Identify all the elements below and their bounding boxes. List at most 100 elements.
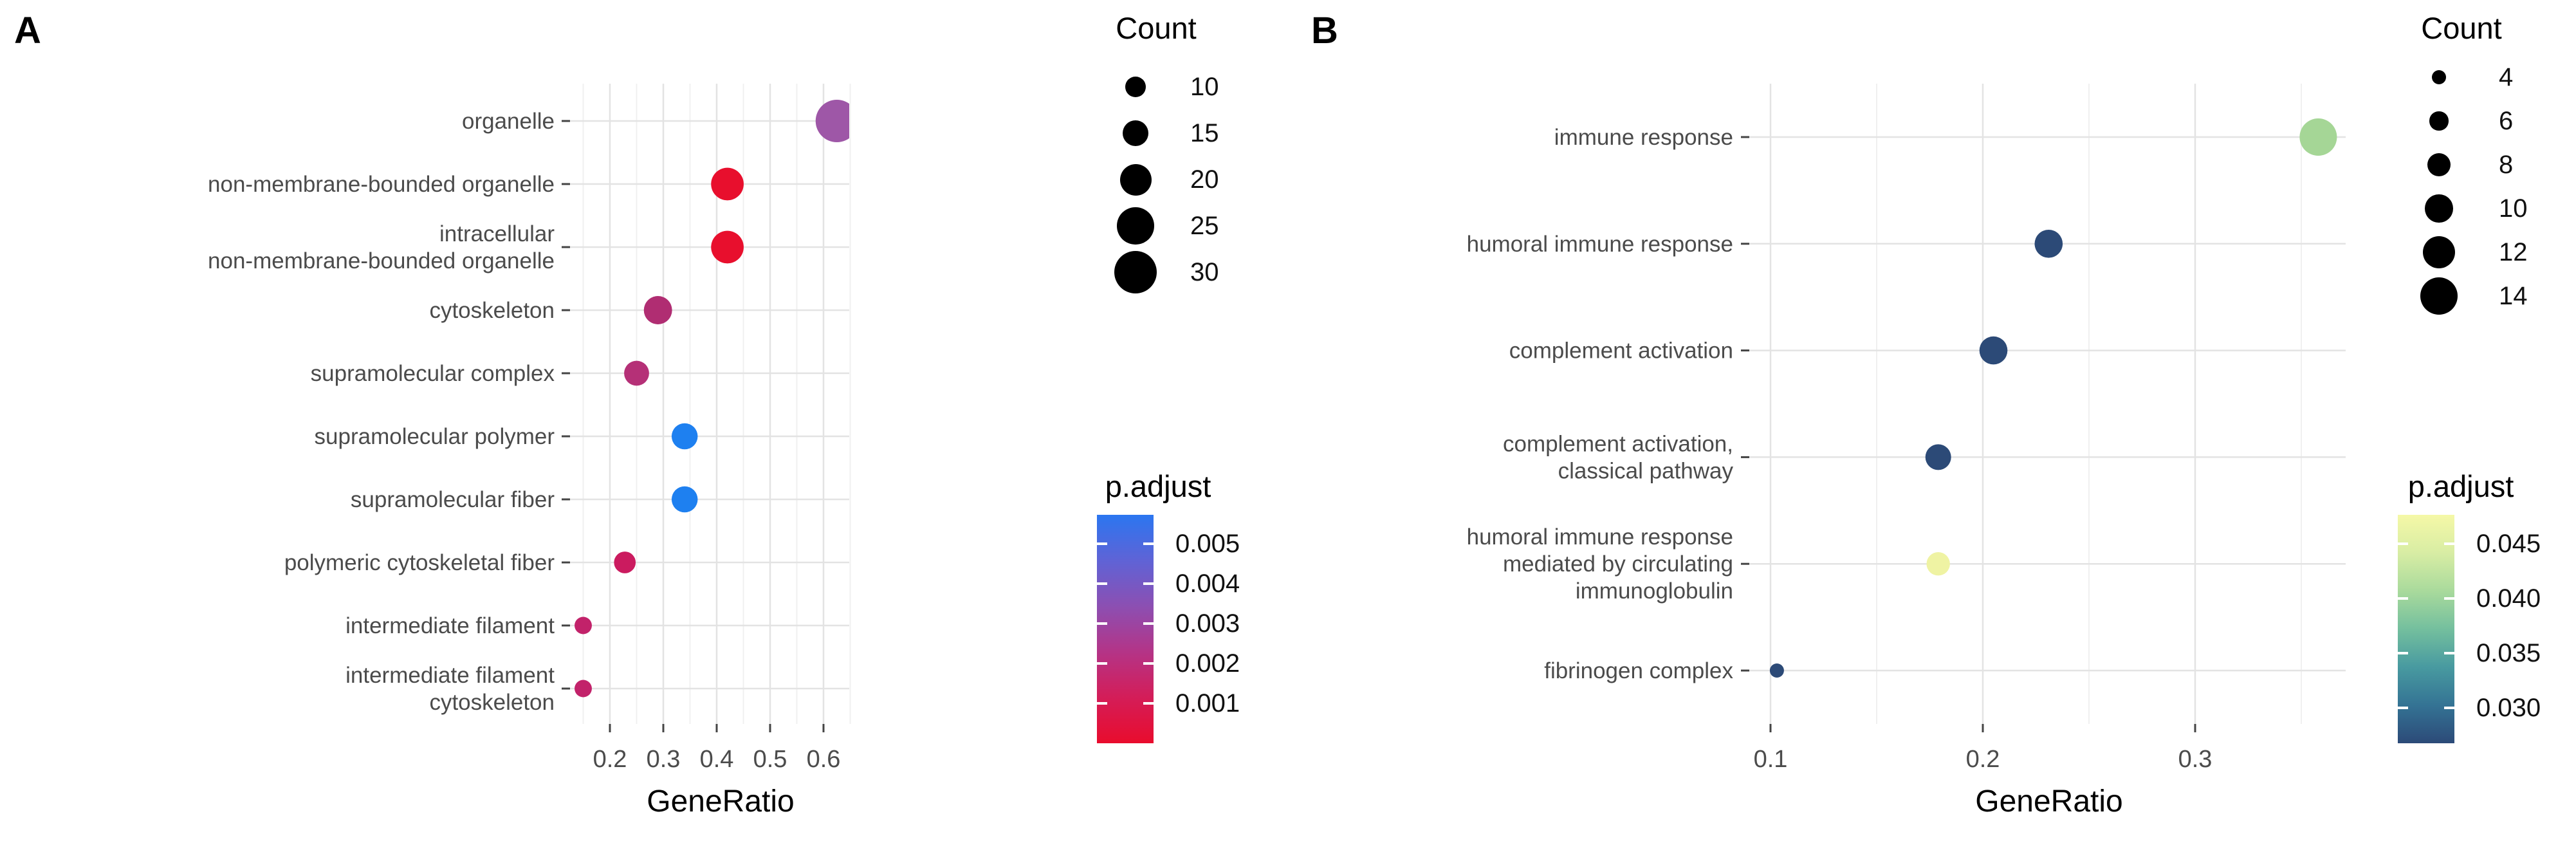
panel-b-padjust-colorbar: 0.045 0.040 0.035 0.030 — [2398, 515, 2576, 746]
count-size-dot — [2425, 194, 2453, 223]
x-tick-label: 0.6 — [807, 746, 841, 773]
legend-count-entry: 25 — [1108, 203, 1219, 249]
legend-count-entry: 12 — [2411, 230, 2528, 274]
legend-count-value: 8 — [2499, 150, 2514, 179]
panel-A-data-point-10 — [575, 680, 592, 698]
padjust-tick-mark — [1143, 582, 1154, 585]
panel-A-dots — [575, 100, 849, 698]
panel-A-category-label: intermediate filament cytoskeleton — [345, 663, 555, 715]
panel-B-category-label: immune response — [1554, 125, 1733, 150]
panel-B-category-label: complement activation, classical pathway — [1503, 431, 1733, 483]
x-tick-label: 0.2 — [593, 746, 627, 773]
x-tick-label: 0.5 — [753, 746, 787, 773]
legend-count-entry: 6 — [2411, 99, 2528, 143]
padjust-tick-mark — [2398, 706, 2408, 709]
panel-A-data-point-4 — [643, 296, 672, 324]
legend-count-entry: 30 — [1108, 249, 1219, 295]
legend-count-value: 10 — [1190, 72, 1219, 101]
legend-count-entry: 14 — [2411, 274, 2528, 318]
panel-A-category-label: organelle — [462, 109, 555, 134]
padjust-tick-mark — [2444, 542, 2454, 546]
colorbar-gradient — [2398, 515, 2454, 743]
panel-B-category-label: fibrinogen complex — [1544, 658, 1733, 683]
panel-A-category-label: polymeric cytoskeletal fiber — [284, 550, 555, 575]
panel-A-category-label: intracellular non-membrane-bounded organe… — [208, 221, 555, 273]
x-tick-label: 0.1 — [1754, 746, 1788, 773]
padjust-tick-mark — [2398, 652, 2408, 655]
padjust-tick-mark — [2444, 706, 2454, 709]
panel-A-category-label: supramolecular complex — [311, 361, 555, 386]
legend-count-value: 20 — [1190, 165, 1219, 194]
panel-B-data-point-1 — [2299, 118, 2337, 156]
padjust-tick-mark — [1143, 622, 1154, 625]
count-size-dot — [2432, 70, 2446, 84]
legend-count-value: 15 — [1190, 118, 1219, 147]
panel-B-category-label: complement activation — [1509, 338, 1733, 363]
legend-count-entry: 10 — [2411, 187, 2528, 230]
panel-A-category-label: intermediate filament — [345, 613, 555, 638]
legend-count-value: 12 — [2499, 237, 2528, 266]
legend-count-entry: 15 — [1108, 110, 1219, 156]
padjust-tick-mark — [2398, 597, 2408, 600]
panel-a-padjust-legend-title: p.adjust — [1105, 469, 1211, 503]
panel-A-data-point-6 — [671, 423, 698, 450]
legend-count-value: 6 — [2499, 106, 2514, 135]
padjust-tick-mark — [1097, 701, 1107, 705]
panel-A-category-label: supramolecular polymer — [315, 424, 555, 449]
legend-count-entry: 20 — [1108, 156, 1219, 203]
x-tick-label: 0.2 — [1966, 746, 2000, 773]
padjust-tick-label: 0.045 — [2476, 530, 2541, 559]
legend-count-entry: 4 — [2411, 55, 2528, 99]
panel-B-data-point-6 — [1769, 663, 1784, 678]
panel-b-count-legend: 4 6 8 10 12 14 — [2411, 55, 2528, 318]
panel-B-category-label: humoral immune response mediated by circu… — [1467, 524, 1733, 604]
panel-A-data-point-3 — [711, 230, 744, 264]
count-size-dot — [1119, 163, 1152, 196]
x-tick-label: 0.4 — [700, 746, 734, 773]
legend-count-value: 30 — [1190, 257, 1219, 286]
legend-count-value: 25 — [1190, 211, 1219, 240]
count-size-dot — [2420, 277, 2458, 315]
padjust-tick-mark — [1097, 622, 1107, 625]
count-size-dot — [2427, 153, 2451, 177]
panel-A-data-point-9 — [575, 616, 592, 635]
panel-a-padjust-colorbar: 0.005 0.004 0.003 0.002 0.001 — [1097, 515, 1290, 746]
padjust-tick-label: 0.004 — [1175, 569, 1240, 598]
legend-count-entry: 10 — [1108, 64, 1219, 110]
padjust-tick-label: 0.002 — [1175, 649, 1240, 678]
legend-count-key — [2411, 277, 2467, 315]
panel-a-letter: A — [14, 10, 41, 51]
legend-count-key — [1108, 163, 1163, 196]
panel-B-dots — [1769, 118, 2337, 678]
panel-b-padjust-legend-title: p.adjust — [2407, 469, 2514, 503]
legend-count-key — [1108, 77, 1163, 97]
panel-B-category-label: humoral immune response — [1467, 231, 1733, 256]
count-size-dot — [2422, 236, 2456, 269]
panel-A-data-point-2 — [711, 167, 744, 201]
padjust-tick-label: 0.030 — [2476, 693, 2541, 722]
padjust-tick-mark — [1097, 582, 1107, 585]
count-size-dot — [1125, 77, 1146, 97]
panel-B-data-point-4 — [1925, 444, 1951, 470]
padjust-tick-mark — [1097, 662, 1107, 665]
padjust-tick-label: 0.040 — [2476, 584, 2541, 613]
padjust-tick-label: 0.035 — [2476, 639, 2541, 668]
padjust-tick-label: 0.005 — [1175, 530, 1240, 559]
padjust-tick-label: 0.003 — [1175, 609, 1240, 638]
legend-count-key — [2411, 111, 2467, 131]
legend-count-value: 14 — [2499, 281, 2528, 310]
panel-A-data-point-1 — [815, 100, 849, 142]
legend-count-key — [2411, 236, 2467, 269]
panel-A-category-label: supramolecular fiber — [351, 487, 555, 512]
padjust-tick-mark — [2444, 652, 2454, 655]
padjust-tick-mark — [1143, 662, 1154, 665]
padjust-tick-mark — [1097, 542, 1107, 546]
legend-count-key — [1108, 207, 1163, 245]
x-tick-label: 0.3 — [2178, 746, 2213, 773]
panel-A-plot-area: 0.2 0.3 0.4 0.5 0.6 organelle non-membrane-bou… — [208, 84, 851, 773]
count-size-dot — [1122, 120, 1149, 147]
panel-a-count-legend: 10 15 20 25 30 — [1108, 64, 1219, 295]
padjust-tick-mark — [1143, 542, 1154, 546]
